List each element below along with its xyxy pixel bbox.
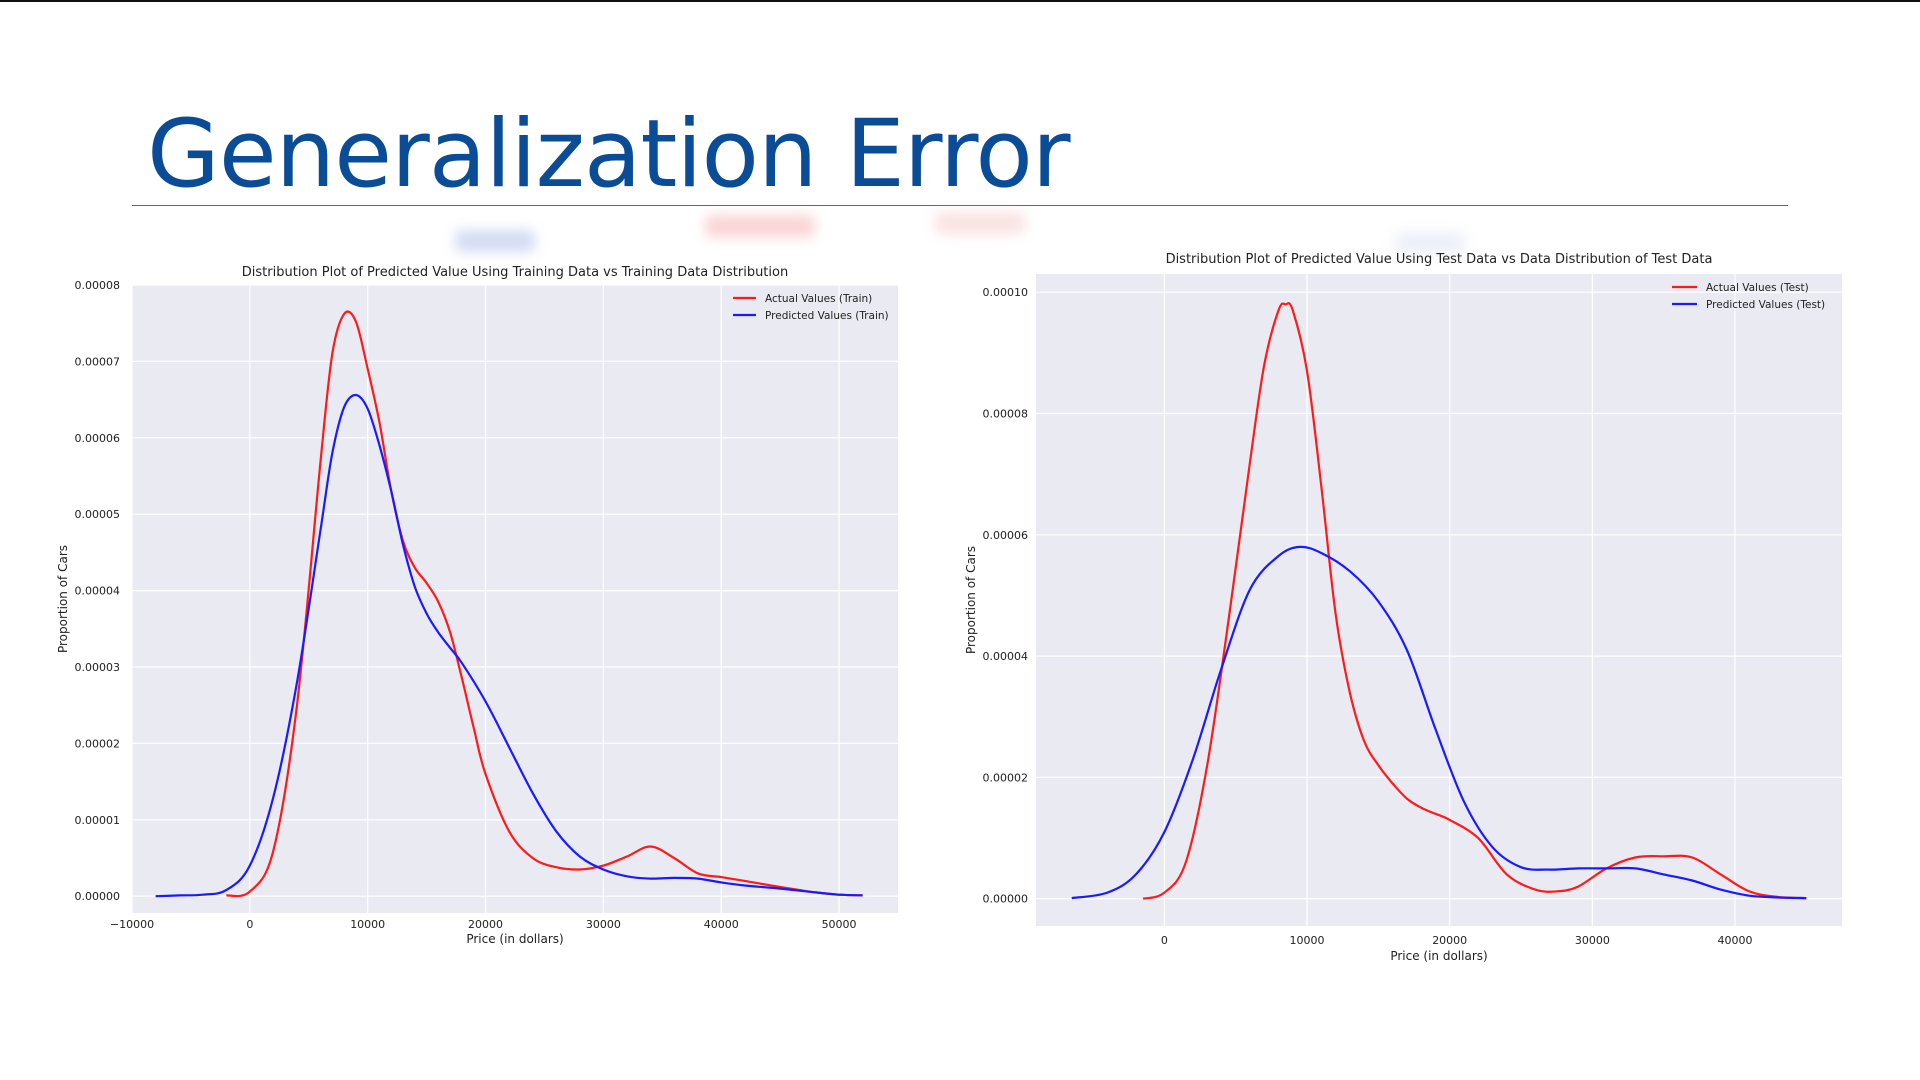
chart-title: Distribution Plot of Predicted Value Usi…	[242, 265, 788, 280]
x-tick-label: 0	[1161, 934, 1168, 947]
chart-test-distribution: 0 10000 20000 30000 40000 0.00000 0.00002 0.000…	[964, 252, 1842, 963]
series-line-predicted-values-test	[1071, 545, 1807, 900]
y-tick-label: 0.00006	[983, 529, 1029, 542]
series-line-actual-values-train	[226, 310, 863, 898]
plot-area	[132, 285, 898, 913]
chart-title: Distribution Plot of Predicted Value Usi…	[1166, 252, 1713, 267]
legend-label: Actual Values (Train)	[765, 293, 872, 305]
y-tick-label: 0.00010	[983, 286, 1029, 299]
x-tick-label: 50000	[822, 918, 857, 931]
x-tick-label: 40000	[1718, 934, 1753, 947]
series-line-predicted-values-train	[155, 393, 863, 898]
y-tick-label: 0.00000	[983, 893, 1029, 906]
y-tick-label: 0.00000	[75, 890, 121, 903]
title-underline	[132, 205, 1788, 206]
x-tick-label: 30000	[586, 918, 621, 931]
x-tick-label: −10000	[110, 918, 154, 931]
y-tick-label: 0.00004	[75, 585, 121, 598]
legend-label: Predicted Values (Test)	[1706, 299, 1825, 311]
x-tick-label: 20000	[468, 918, 503, 931]
x-tick-label: 30000	[1575, 934, 1610, 947]
x-axis-label: Price (in dollars)	[1390, 949, 1487, 963]
y-axis-label: Proportion of Cars	[964, 546, 978, 654]
x-tick-label: 0	[246, 918, 253, 931]
decorative-smudge	[705, 215, 815, 237]
y-tick-label: 0.00006	[75, 432, 121, 445]
y-axis-label: Proportion of Cars	[56, 545, 70, 653]
x-tick-label: 40000	[704, 918, 739, 931]
x-tick-label: 10000	[350, 918, 385, 931]
y-tick-label: 0.00004	[983, 650, 1029, 663]
series-line-actual-values-test	[1142, 302, 1807, 900]
decorative-smudge	[1395, 232, 1465, 254]
legend-label: Actual Values (Test)	[1706, 282, 1809, 294]
y-tick-label: 0.00002	[75, 737, 121, 750]
y-tick-label: 0.00001	[75, 814, 121, 827]
chart-train-distribution: −10000 0 10000 20000 30000 40000 50000 0.00000 0…	[56, 265, 898, 946]
y-tick-label: 0.00002	[983, 771, 1029, 784]
y-tick-label: 0.00003	[75, 661, 121, 674]
y-tick-label: 0.00007	[75, 355, 121, 368]
x-axis-label: Price (in dollars)	[466, 932, 563, 946]
decorative-smudge	[935, 212, 1025, 234]
top-border	[0, 0, 1920, 2]
plot-area	[1036, 274, 1842, 926]
legend-label: Predicted Values (Train)	[765, 310, 889, 322]
x-tick-label: 20000	[1432, 934, 1467, 947]
y-tick-label: 0.00008	[983, 407, 1029, 420]
x-tick-label: 10000	[1290, 934, 1325, 947]
slide-title: Generalization Error	[147, 100, 1071, 209]
y-tick-label: 0.00005	[75, 508, 121, 521]
y-tick-label: 0.00008	[75, 279, 121, 292]
decorative-smudge	[455, 230, 535, 252]
